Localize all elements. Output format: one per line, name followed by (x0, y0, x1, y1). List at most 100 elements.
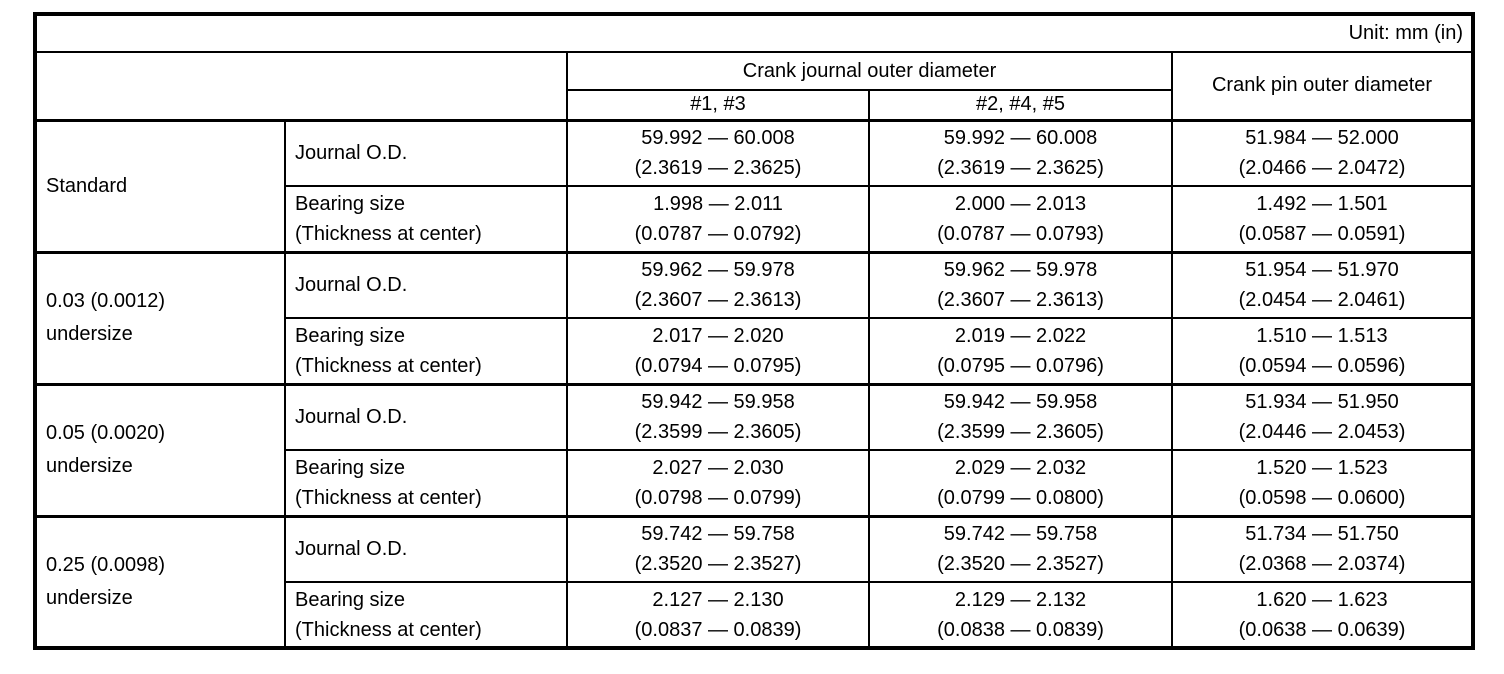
value-in: (2.3520 — 2.3527) (634, 553, 802, 576)
value-mm: 2.029 — 2.032 (954, 456, 1087, 479)
value-mm: 51.954 — 51.970 (1245, 259, 1399, 282)
value-mm: 1.998 — 2.011 (653, 192, 783, 215)
value-005-bearing-1-3: 2.027 — 2.030 (0.0798 — 0.0799) (566, 449, 870, 517)
row-label-bearing-size: Bearing size (Thickness at center) (284, 449, 568, 517)
value-005-bearing-pin: 1.520 — 1.523 (0.0598 — 0.0600) (1170, 449, 1475, 517)
value-005-journal-od-pin: 51.934 — 51.950 (2.0446 — 2.0453) (1170, 382, 1475, 451)
value-in: (2.3607 — 2.3613) (634, 289, 802, 312)
value-003-journal-od-pin: 51.954 — 51.970 (2.0454 — 2.0461) (1170, 250, 1475, 319)
value-in: (0.0787 — 0.0793) (937, 222, 1104, 245)
header-empty-cell (34, 51, 568, 122)
table-row: 0.05 (0.0020) undersize Journal O.D. 59.… (34, 382, 1475, 517)
value-in: (0.0787 — 0.0792) (634, 222, 802, 245)
row-label-bearing-size: Bearing size (Thickness at center) (284, 185, 568, 253)
value-005-journal-od-2-4-5: 59.942 — 59.958 (2.3599 — 2.3605) (868, 382, 1173, 451)
value-in: (0.0798 — 0.0799) (634, 486, 802, 509)
value-025-bearing-pin: 1.620 — 1.623 (0.0638 — 0.0639) (1170, 581, 1475, 649)
value-mm: 2.019 — 2.022 (954, 324, 1087, 347)
value-mm: 59.742 — 59.758 (943, 523, 1098, 546)
value-standard-journal-od-2-4-5: 59.992 — 60.008 (2.3619 — 2.3625) (868, 118, 1173, 187)
value-mm: 51.984 — 52.000 (1245, 127, 1399, 150)
table-row: Bearing size (Thickness at center) 2.017… (35, 317, 1475, 385)
value-mm: 2.000 — 2.013 (954, 192, 1087, 215)
value-005-journal-od-1-3: 59.942 — 59.958 (2.3599 — 2.3605) (566, 382, 870, 451)
value-in: (2.3599 — 2.3605) (937, 421, 1104, 444)
value-in: (0.0594 — 0.0596) (1238, 354, 1406, 377)
value-standard-bearing-pin: 1.492 — 1.501 (0.0587 — 0.0591) (1170, 185, 1475, 253)
value-003-journal-od-1-3: 59.962 — 59.978 (2.3607 — 2.3613) (566, 250, 870, 319)
value-mm: 1.520 — 1.523 (1256, 456, 1388, 479)
value-in: (2.0466 — 2.0472) (1238, 157, 1406, 180)
table-row: Standard Journal O.D. 59.992 — 60.008 (2… (34, 118, 1475, 253)
value-mm: 59.992 — 60.008 (641, 127, 795, 150)
value-003-bearing-1-3: 2.017 — 2.020 (0.0794 — 0.0795) (566, 317, 870, 385)
value-in: (2.3619 — 2.3625) (937, 157, 1104, 180)
value-mm: 1.620 — 1.623 (1256, 588, 1388, 611)
value-mm: 51.734 — 51.750 (1245, 523, 1399, 546)
value-025-bearing-1-3: 2.127 — 2.130 (0.0837 — 0.0839) (566, 581, 870, 649)
value-standard-bearing-2-4-5: 2.000 — 2.013 (0.0787 — 0.0793) (868, 185, 1173, 253)
row-label-journal-od: Journal O.D. (284, 382, 568, 451)
row-label-bearing-size: Bearing size (Thickness at center) (284, 317, 568, 385)
value-mm: 51.934 — 51.950 (1245, 391, 1399, 414)
value-003-journal-od-2-4-5: 59.962 — 59.978 (2.3607 — 2.3613) (868, 250, 1173, 319)
value-in: (0.0837 — 0.0839) (634, 618, 802, 641)
row-label-journal-od: Journal O.D. (284, 118, 568, 187)
value-025-journal-od-pin: 51.734 — 51.750 (2.0368 — 2.0374) (1170, 514, 1475, 583)
value-mm: 59.942 — 59.958 (641, 391, 795, 414)
value-in: (0.0598 — 0.0600) (1238, 486, 1406, 509)
table-row: Unit: mm (in) (33, 13, 1475, 53)
group-label-005-undersize: 0.05 (0.0020) undersize (34, 382, 286, 517)
crankshaft-spec-table: Unit: mm (in) Crank journal outer diamet… (33, 12, 1476, 650)
value-standard-journal-od-1-3: 59.992 — 60.008 (2.3619 — 2.3625) (566, 118, 870, 187)
value-in: (0.0794 — 0.0795) (634, 354, 802, 377)
row-label-journal-od: Journal O.D. (284, 250, 568, 319)
value-mm: 59.992 — 60.008 (943, 127, 1098, 150)
value-in: (0.0799 — 0.0800) (937, 486, 1104, 509)
group-label-025-undersize: 0.25 (0.0098) undersize (34, 514, 286, 649)
row-label-journal-od: Journal O.D. (284, 514, 568, 583)
value-mm: 2.127 — 2.130 (652, 588, 784, 611)
value-in: (2.3619 — 2.3625) (634, 157, 802, 180)
table-row: 0.25 (0.0098) undersize Journal O.D. 59.… (34, 514, 1475, 649)
value-in: (0.0638 — 0.0639) (1238, 618, 1406, 641)
table-row: Bearing size (Thickness at center) 2.127… (35, 581, 1475, 649)
group-label-standard: Standard (34, 118, 286, 253)
table-row: #1, #3 #2, #4, #5 (35, 89, 1473, 122)
value-mm: 59.962 — 59.978 (943, 259, 1098, 282)
group-label-003-undersize: 0.03 (0.0012) undersize (34, 250, 286, 385)
value-003-bearing-pin: 1.510 — 1.513 (0.0594 — 0.0596) (1170, 317, 1475, 385)
value-mm: 59.742 — 59.758 (641, 523, 795, 546)
table-row: 0.03 (0.0012) undersize Journal O.D. 59.… (34, 250, 1475, 385)
value-025-journal-od-2-4-5: 59.742 — 59.758 (2.3520 — 2.3527) (868, 514, 1173, 583)
value-025-bearing-2-4-5: 2.129 — 2.132 (0.0838 — 0.0839) (868, 581, 1173, 649)
value-in: (0.0795 — 0.0796) (937, 354, 1104, 377)
unit-label: Unit: mm (in) (33, 13, 1475, 53)
value-mm: 59.962 — 59.978 (641, 259, 795, 282)
header-crank-journal-outer-diameter: Crank journal outer diameter (566, 51, 1173, 91)
value-003-bearing-2-4-5: 2.019 — 2.022 (0.0795 — 0.0796) (868, 317, 1173, 385)
value-mm: 2.129 — 2.132 (954, 588, 1087, 611)
value-mm: 1.510 — 1.513 (1256, 324, 1388, 347)
value-005-bearing-2-4-5: 2.029 — 2.032 (0.0799 — 0.0800) (868, 449, 1173, 517)
value-in: (2.3607 — 2.3613) (937, 289, 1104, 312)
value-025-journal-od-1-3: 59.742 — 59.758 (2.3520 — 2.3527) (566, 514, 870, 583)
value-in: (0.0838 — 0.0839) (937, 618, 1104, 641)
table-row: Bearing size (Thickness at center) 2.027… (35, 449, 1475, 517)
value-in: (0.0587 — 0.0591) (1238, 222, 1406, 245)
table-row: Crank journal outer diameter Crank pin o… (34, 51, 1475, 122)
table-row: Bearing size (Thickness at center) 1.998… (35, 185, 1475, 253)
value-standard-journal-od-pin: 51.984 — 52.000 (2.0466 — 2.0472) (1170, 118, 1475, 187)
header-journal-2-4-5: #2, #4, #5 (868, 89, 1173, 122)
value-in: (2.0454 — 2.0461) (1238, 289, 1406, 312)
value-mm: 2.017 — 2.020 (652, 324, 784, 347)
value-mm: 59.942 — 59.958 (943, 391, 1098, 414)
value-mm: 1.492 — 1.501 (1256, 192, 1388, 215)
value-in: (2.0446 — 2.0453) (1238, 421, 1406, 444)
row-label-bearing-size: Bearing size (Thickness at center) (284, 581, 568, 649)
value-standard-bearing-1-3: 1.998 — 2.011 (0.0787 — 0.0792) (566, 185, 870, 253)
header-crank-pin-outer-diameter: Crank pin outer diameter (1170, 51, 1475, 122)
value-in: (2.3520 — 2.3527) (937, 553, 1104, 576)
value-in: (2.0368 — 2.0374) (1238, 553, 1406, 576)
